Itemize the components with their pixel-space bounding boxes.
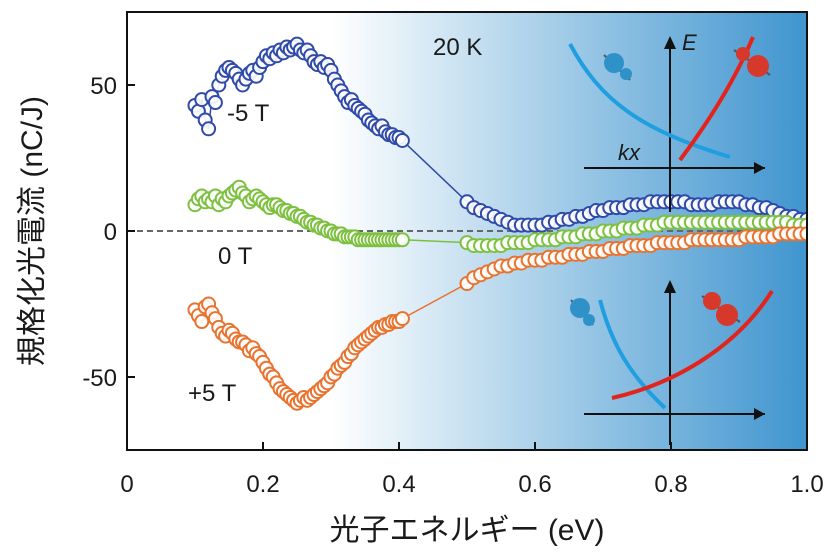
data-point-minus5T <box>394 132 410 148</box>
series-label-minus5T: -5 T <box>227 100 270 127</box>
inset-lower-right <box>570 280 774 445</box>
inset2-y-arrowhead <box>664 280 676 293</box>
inset1-y-axis-label: E <box>682 30 697 55</box>
inset-upper-right: E kx <box>568 30 771 212</box>
y-axis-ticks: -50 0 50 <box>82 73 135 392</box>
x-tick-label: 0.8 <box>654 471 687 498</box>
y-tick-label: 50 <box>90 73 117 100</box>
x-axis-ticks: 0 0.2 0.4 0.6 0.8 1.0 <box>120 442 824 498</box>
x-axis-label: 光子エネルギー (eV) <box>329 514 604 547</box>
x-tick-label: 0 <box>120 471 133 498</box>
inset2-red-band <box>611 289 774 400</box>
blue-spin-electron-icon <box>570 298 595 326</box>
inset2-blue-band <box>598 299 667 410</box>
x-tick-label: 0.4 <box>382 471 415 498</box>
x-tick-label: 0.6 <box>518 471 551 498</box>
temperature-label: 20 K <box>433 34 482 61</box>
x-tick-label: 1.0 <box>790 471 823 498</box>
red-spin-electron-icon <box>733 47 771 77</box>
inset2-x-arrowhead <box>754 408 765 420</box>
y-axis-label: 規格化光電流 (nC/J) <box>16 96 49 366</box>
blue-spin-electron-icon <box>603 53 632 81</box>
data-point-plus5T <box>394 311 410 327</box>
y-tick-label: -50 <box>82 365 117 392</box>
data-point-0T <box>394 232 410 248</box>
inset1-x-arrowhead <box>754 162 765 174</box>
data-point-minus5T <box>201 121 217 137</box>
y-tick-label: 0 <box>104 219 117 246</box>
data-point-plus5T <box>194 314 210 330</box>
series-0T <box>187 179 807 254</box>
x-tick-label: 0.2 <box>246 471 279 498</box>
series-label-0T: 0 T <box>218 243 253 270</box>
data-point-minus5T <box>207 95 223 111</box>
inset1-x-axis-label: kx <box>618 140 641 165</box>
red-spin-electron-icon <box>701 292 741 326</box>
series-plus5T <box>187 226 807 411</box>
data-point-plus5T <box>799 226 807 242</box>
inset1-blue-band <box>568 43 731 159</box>
inset1-y-arrowhead <box>664 36 676 49</box>
series-label-plus5T: +5 T <box>188 380 237 407</box>
